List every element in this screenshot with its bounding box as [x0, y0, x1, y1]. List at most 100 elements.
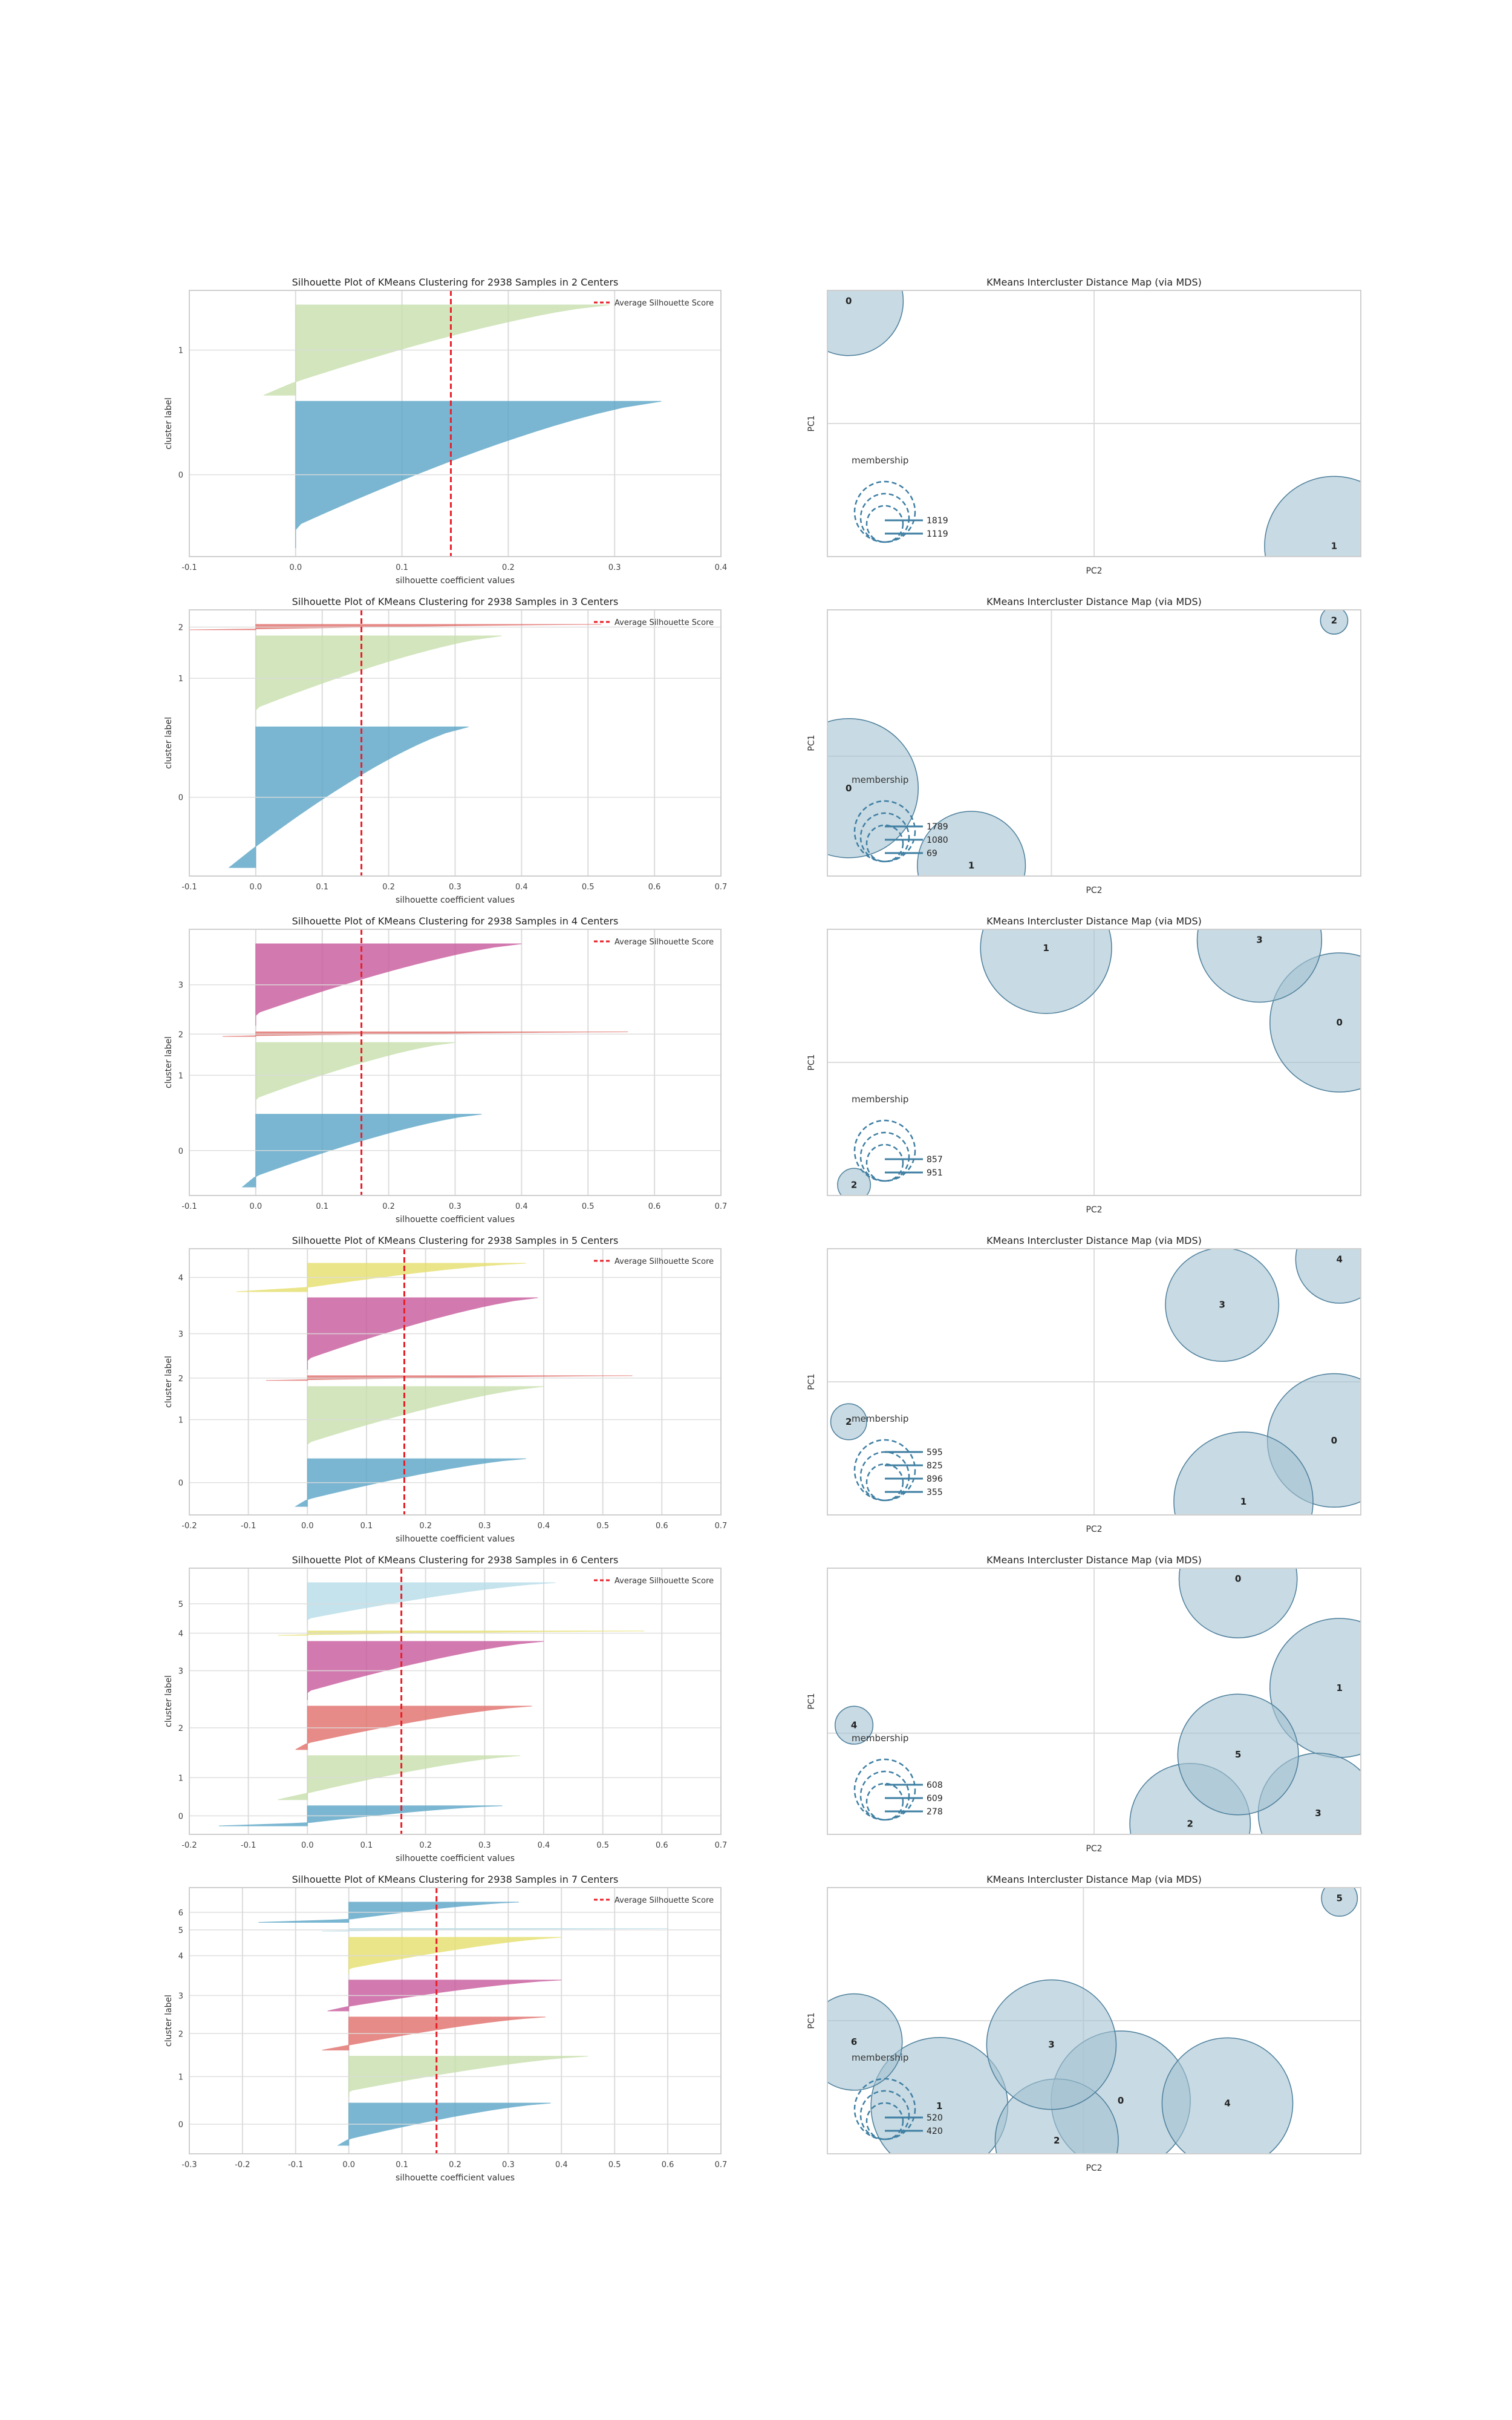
bubble-layer: 01	[827, 290, 1361, 557]
cluster-bubble-4	[1161, 2037, 1294, 2154]
y-tick-label: 1	[178, 1774, 183, 1783]
silhouette-chart-0: -0.1 0.0 0.1 0.2 0.3 0.4 0 1 Average Silhouette …	[164, 276, 727, 586]
x-tick-label: 0.5	[582, 1202, 595, 1211]
x-tick-label: -0.1	[181, 1202, 197, 1211]
silhouette-frame	[189, 290, 722, 557]
x-tick-label: 0.7	[715, 883, 728, 892]
x-axis-label: PC2	[1086, 1205, 1102, 1215]
y-tick-label: 0	[178, 471, 183, 480]
x-tick-label: 0.1	[396, 563, 408, 572]
x-axis-label: PC2	[1086, 1844, 1102, 1854]
silhouette-band-2	[322, 2016, 546, 2051]
cluster-bubble-5	[1321, 1888, 1358, 1917]
x-tick-label: 0.1	[360, 1522, 373, 1531]
legend-value: 825	[927, 1461, 943, 1471]
cluster-label-3: 3	[1315, 1808, 1321, 1819]
cluster-bubble-5	[1177, 1693, 1299, 1816]
cluster-bubble-6	[827, 1993, 903, 2091]
x-tick-label: 0.0	[342, 2160, 355, 2170]
cluster-label-1: 1	[968, 860, 974, 871]
x-tick-label: -0.1	[241, 1522, 256, 1531]
chart-title: Silhouette Plot of KMeans Clustering for…	[292, 1874, 619, 1885]
x-tick-label: 0.7	[715, 1202, 728, 1211]
silhouette-chart-3: -0.2 -0.1 0.0 0.1 0.2 0.3 0.4 0.5 0.6 0.7 0 1 2 3 4 Ave…	[164, 1235, 727, 1544]
y-axis-label: PC1	[807, 1693, 816, 1709]
x-tick-label: -0.2	[181, 1522, 197, 1531]
x-tick-label: 0.4	[715, 563, 728, 572]
y-axis-label: PC1	[807, 1054, 816, 1070]
cluster-bubble-1	[980, 929, 1112, 1014]
legend-value: 1819	[927, 516, 948, 526]
legend-circle	[859, 2090, 910, 2140]
silhouette-chart-1: -0.1 0.0 0.1 0.2 0.3 0.4 0.5 0.6 0.7 0 1 2 Average S…	[164, 596, 727, 905]
silhouette-frame	[189, 1568, 722, 1835]
cluster-label-0: 0	[1331, 1435, 1337, 1446]
y-tick-label: 2	[178, 1724, 183, 1733]
x-tick-label: -0.1	[181, 563, 197, 572]
legend-label: Average Silhouette Score	[614, 618, 714, 627]
y-tick-label: 3	[178, 1667, 183, 1676]
cluster-label-4: 4	[1337, 1254, 1343, 1265]
silhouette-frame	[189, 609, 722, 877]
legend-circle	[853, 2078, 916, 2140]
cluster-bubble-2	[837, 1168, 872, 1195]
silhouette-band-0	[228, 726, 469, 868]
legend-title: membership	[852, 774, 908, 785]
x-tick-label: 0.2	[419, 1841, 432, 1850]
cluster-label-2: 2	[851, 1179, 857, 1190]
y-tick-label: 1	[178, 1071, 183, 1081]
x-tick-label: 0.4	[515, 1202, 528, 1211]
cluster-bubble-2	[1320, 610, 1349, 635]
y-axis-label: PC1	[807, 734, 816, 751]
x-axis-label: PC2	[1086, 2163, 1102, 2173]
y-axis-label: cluster label	[164, 1995, 174, 2047]
legend-value: 278	[927, 1807, 943, 1817]
chart-title: Silhouette Plot of KMeans Clustering for…	[292, 276, 619, 288]
intercluster-chart-3: 0 1 2 3 4 membership 355 896 825 595 KMeans Interc…	[807, 1235, 1361, 1534]
legend-value: 420	[927, 2127, 943, 2136]
x-tick-label: 0.1	[396, 2160, 408, 2170]
legend-circle	[853, 1439, 916, 1502]
x-tick-label: 0.3	[478, 1841, 491, 1850]
x-tick-label: 0.7	[715, 2160, 728, 2170]
legend-value: 608	[927, 1781, 943, 1790]
legend-circle	[853, 480, 916, 543]
legend-circle	[859, 1131, 910, 1182]
legend-title: membership	[852, 1413, 908, 1424]
legend-circle	[865, 1143, 904, 1182]
y-tick-label: 1	[178, 675, 183, 684]
x-tick-label: 0.4	[555, 2160, 568, 2170]
x-tick-label: 0.2	[382, 1202, 395, 1211]
x-tick-label: 0.2	[502, 563, 515, 572]
silhouette-frame	[189, 1887, 722, 2154]
cluster-label-1: 1	[936, 2101, 942, 2111]
x-tick-label: 0.3	[449, 883, 461, 892]
cluster-label-3: 3	[1219, 1299, 1225, 1310]
x-tick-label: 0.6	[648, 883, 661, 892]
intercluster-frame	[827, 929, 1361, 1196]
x-tick-label: 0.1	[360, 1841, 373, 1850]
x-tick-label: -0.1	[288, 2160, 303, 2170]
y-tick-label: 3	[178, 981, 183, 990]
x-tick-label: 0.4	[538, 1522, 550, 1531]
cluster-bubble-4	[1295, 1249, 1361, 1304]
legend-title: membership	[852, 1094, 908, 1105]
bubble-layer: 0 1 2 3 4 5	[835, 1568, 1361, 1834]
intercluster-frame	[827, 1248, 1361, 1516]
chart-title: KMeans Intercluster Distance Map (via MD…	[986, 1874, 1202, 1885]
x-tick-label: 0.5	[596, 1841, 609, 1850]
legend-circle	[865, 1782, 904, 1821]
silhouette-band-0	[241, 1114, 482, 1188]
chart-title: Silhouette Plot of KMeans Clustering for…	[292, 596, 619, 607]
legend-value: 1119	[927, 529, 948, 539]
cluster-label-2: 2	[1054, 2135, 1060, 2146]
chart-title: KMeans Intercluster Distance Map (via MD…	[986, 596, 1202, 607]
legend-circle	[859, 492, 910, 543]
silhouette-chart-4: -0.2 -0.1 0.0 0.1 0.2 0.3 0.4 0.5 0.6 0.7 0 1 2 3 4 5 Av…	[164, 1554, 727, 1863]
intercluster-frame	[827, 290, 1361, 557]
legend-label: Average Silhouette Score	[614, 1577, 714, 1586]
y-tick-label: 0	[178, 2121, 183, 2130]
y-tick-label: 2	[178, 2030, 183, 2039]
legend-label: Average Silhouette Score	[614, 938, 714, 947]
y-tick-label: 0	[178, 1147, 183, 1156]
